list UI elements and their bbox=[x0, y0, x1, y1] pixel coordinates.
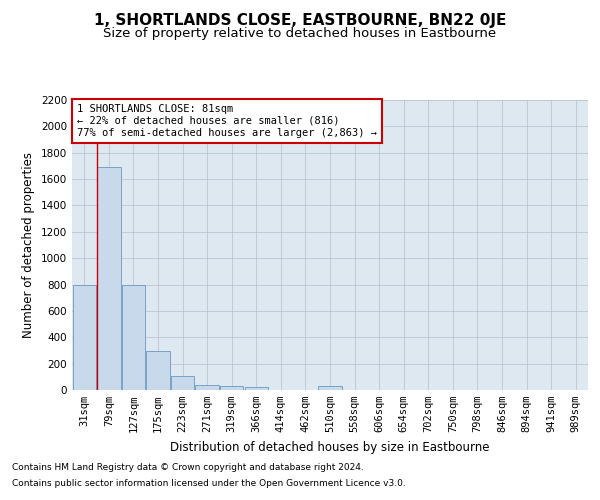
X-axis label: Distribution of detached houses by size in Eastbourne: Distribution of detached houses by size … bbox=[170, 440, 490, 454]
Text: Contains HM Land Registry data © Crown copyright and database right 2024.: Contains HM Land Registry data © Crown c… bbox=[12, 464, 364, 472]
Text: Contains public sector information licensed under the Open Government Licence v3: Contains public sector information licen… bbox=[12, 478, 406, 488]
Y-axis label: Number of detached properties: Number of detached properties bbox=[22, 152, 35, 338]
Bar bbox=[97, 167, 121, 390]
Text: 1, SHORTLANDS CLOSE, EASTBOURNE, BN22 0JE: 1, SHORTLANDS CLOSE, EASTBOURNE, BN22 0J… bbox=[94, 12, 506, 28]
Bar bbox=[171, 376, 194, 390]
Bar bbox=[319, 386, 341, 390]
Bar bbox=[196, 384, 219, 390]
Bar bbox=[146, 351, 170, 390]
Bar bbox=[220, 386, 244, 390]
Text: 1 SHORTLANDS CLOSE: 81sqm
← 22% of detached houses are smaller (816)
77% of semi: 1 SHORTLANDS CLOSE: 81sqm ← 22% of detac… bbox=[77, 104, 377, 138]
Bar bbox=[122, 284, 145, 390]
Text: Size of property relative to detached houses in Eastbourne: Size of property relative to detached ho… bbox=[103, 28, 497, 40]
Bar bbox=[73, 284, 96, 390]
Bar bbox=[245, 388, 268, 390]
